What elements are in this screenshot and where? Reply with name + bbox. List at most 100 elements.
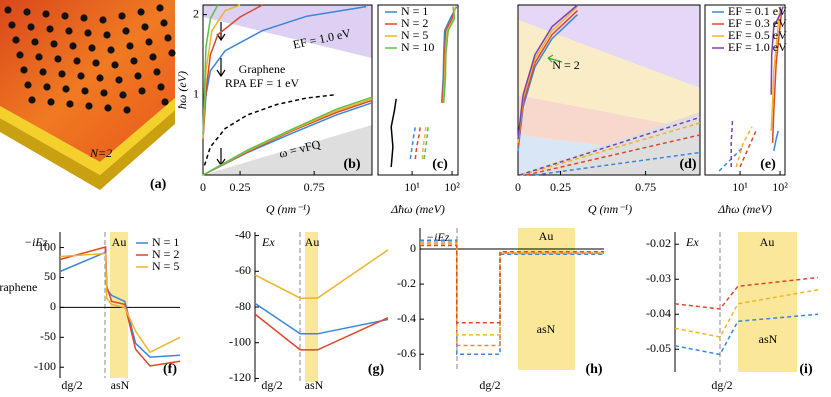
- molecule: [62, 85, 70, 93]
- y-tick-label: -100: [34, 359, 56, 373]
- x-tick-label: 10¹: [732, 180, 748, 194]
- x-axis-label: Q (nm⁻¹): [588, 202, 632, 216]
- molecule: [35, 53, 43, 61]
- y-axis-label: Ex: [261, 235, 275, 249]
- panel-tag: (b): [343, 157, 360, 172]
- y-tick-label: -60: [235, 263, 251, 277]
- data-line: [441, 6, 457, 103]
- data-line: [423, 126, 429, 160]
- molecule: [145, 38, 153, 46]
- panel-label: N=2: [89, 146, 112, 160]
- molecule: [119, 91, 127, 99]
- data-line: [521, 122, 701, 176]
- shading: [203, 125, 372, 175]
- y-tick-label: -80: [235, 299, 251, 313]
- x-tick-label: 10¹: [404, 180, 420, 194]
- data-line: [517, 4, 578, 139]
- data-line: [420, 239, 604, 355]
- molecule: [103, 31, 111, 39]
- x-tick-label: 0.75: [304, 180, 325, 194]
- molecule: [46, 25, 54, 33]
- molecule: [141, 23, 149, 31]
- shading: [203, 5, 372, 58]
- legend-label: N = 1: [152, 235, 179, 249]
- panel-tag: (d): [679, 157, 696, 172]
- data-line: [519, 116, 701, 176]
- molecule: [122, 27, 130, 35]
- panel-a: N=2 (a): [0, 0, 176, 192]
- y-axis-label: Ex: [685, 235, 699, 249]
- panel-tag: (c): [432, 157, 448, 172]
- molecule: [20, 66, 28, 74]
- molecule: [96, 74, 104, 82]
- annotation: Au: [305, 235, 320, 249]
- molecule: [92, 59, 100, 67]
- molecule: [50, 40, 58, 48]
- molecule: [107, 46, 115, 54]
- annotation: Graphene: [0, 280, 37, 294]
- annotation: asN: [759, 332, 778, 346]
- legend-label: EF = 0.1 eV: [728, 4, 787, 18]
- molecule: [81, 87, 89, 95]
- y-tick-label: 2: [193, 6, 199, 20]
- molecule: [164, 34, 172, 42]
- panel-tag: (g): [368, 362, 385, 377]
- x-axis-label: Δħω (meV): [390, 202, 445, 216]
- legend-label: N = 2: [152, 247, 179, 261]
- y-tick-label: -0.04: [646, 306, 671, 320]
- gold-layer: [0, 98, 175, 175]
- annotation: RPA EF = 1 eV: [225, 76, 300, 90]
- molecule: [123, 106, 131, 114]
- annotation: asN: [537, 322, 556, 336]
- x-tick-label: 0.25: [230, 180, 251, 194]
- y-tick-label: -50: [40, 329, 56, 343]
- y-tick-label: 0: [50, 299, 56, 313]
- plot-frame: [704, 4, 786, 176]
- y-tick-label: -0.2: [397, 276, 416, 290]
- y-tick-label: -0.6: [397, 346, 416, 360]
- molecule: [24, 81, 32, 89]
- molecule: [99, 16, 107, 24]
- x-tick-label: 0.25: [550, 180, 571, 194]
- data-line: [254, 313, 389, 351]
- molecule: [138, 87, 146, 95]
- x-tick-label: 0: [515, 180, 521, 194]
- legend-label: N = 5: [152, 259, 179, 273]
- molecule: [73, 57, 81, 65]
- shading: [518, 20, 700, 130]
- molecule: [153, 68, 161, 76]
- annotation: asN: [111, 378, 130, 392]
- molecule: [39, 68, 47, 76]
- data-line: [770, 6, 784, 95]
- y-tick-label: -120: [229, 370, 251, 384]
- molecule: [118, 12, 126, 20]
- molecule: [134, 72, 142, 80]
- molecule: [100, 89, 108, 97]
- legend-label: N = 5: [401, 28, 428, 42]
- y-tick-label: 100: [38, 239, 56, 253]
- y-tick-label: 0: [410, 241, 416, 255]
- x-tick-label: 10²: [444, 180, 460, 194]
- legend-label: EF = 0.3 eV: [728, 16, 787, 30]
- panel-tag: (e): [760, 157, 776, 172]
- data-line: [59, 252, 181, 354]
- panel-tag: (i): [799, 362, 813, 377]
- x-axis-label: Δħω (meV): [717, 202, 772, 216]
- data-line: [735, 126, 753, 168]
- data-line: [674, 276, 819, 310]
- x-axis-label: Q (nm⁻¹): [266, 202, 310, 216]
- plot-frame: [517, 4, 701, 176]
- data-line: [420, 241, 604, 347]
- molecule: [12, 36, 20, 44]
- data-line: [674, 313, 819, 356]
- substrate: [0, 110, 175, 190]
- molecule: [115, 76, 123, 84]
- data-line: [390, 98, 397, 168]
- shading: [110, 232, 128, 378]
- data-line: [414, 126, 422, 160]
- molecule: [16, 51, 24, 59]
- molecule: [137, 8, 145, 16]
- data-line: [730, 118, 734, 167]
